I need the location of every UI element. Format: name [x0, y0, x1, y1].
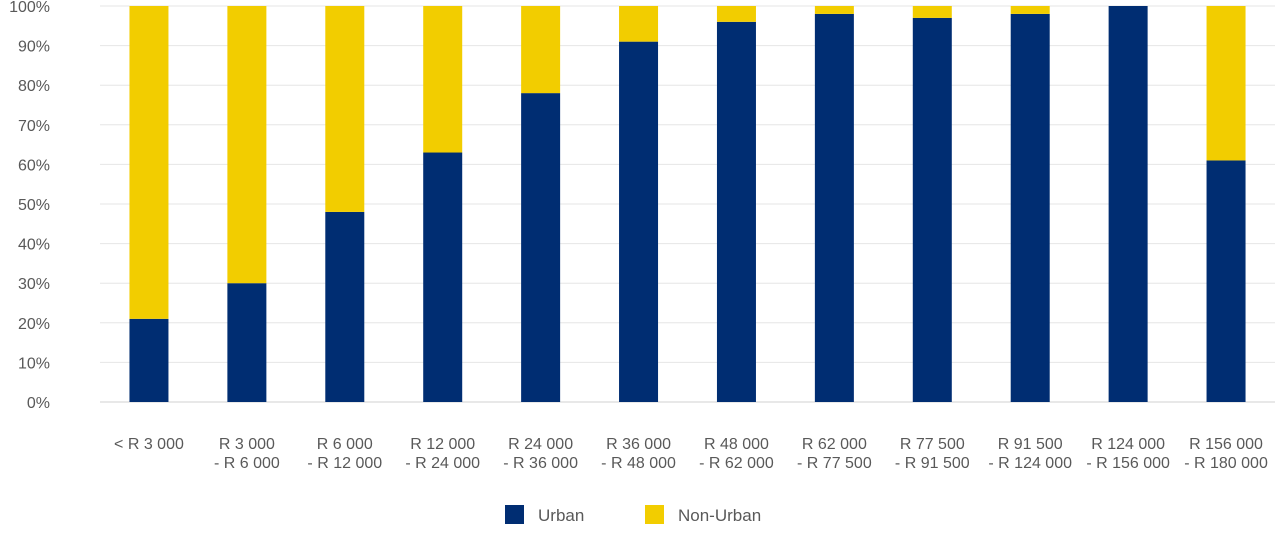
- bar-segment-non-urban: [1010, 6, 1050, 14]
- bar-segment-urban: [521, 93, 561, 403]
- x-tick-label-line: - R 24 000: [405, 455, 480, 472]
- x-tick-label-line: R 36 000: [606, 436, 671, 453]
- bar-segment-urban: [129, 318, 169, 402]
- x-tick-label: R 48 000 - R 62 000: [699, 436, 774, 472]
- bar-segment-non-urban: [912, 6, 952, 18]
- x-tick-label-line: - R 62 000: [699, 455, 774, 472]
- legend-label: Non-Urban: [678, 506, 761, 525]
- x-tick-label-line: - R 77 500: [797, 455, 872, 472]
- y-tick-label: 100%: [9, 0, 50, 16]
- y-tick-label: 60%: [18, 157, 50, 174]
- x-tick-label-line: R 62 000: [802, 436, 867, 453]
- gridlines: [100, 5, 1275, 403]
- legend: Urban Non-Urban: [505, 505, 761, 525]
- x-tick-label: R 91 500 - R 124 000: [988, 436, 1072, 472]
- y-axis-ticks: 0% 10% 20% 30% 40% 50% 60% 70% 80% 90% 100%: [9, 0, 50, 412]
- x-tick-label-line: R 156 000: [1189, 436, 1263, 453]
- x-tick-label-line: - R 156 000: [1086, 455, 1170, 472]
- bar-segment-urban: [1108, 6, 1148, 402]
- legend-label: Urban: [538, 506, 584, 525]
- x-tick-label-line: R 91 500: [998, 436, 1063, 453]
- bars: [129, 6, 1246, 403]
- y-tick-label: 80%: [18, 78, 50, 95]
- bar-segment-urban: [814, 13, 854, 402]
- bar-segment-urban: [1206, 160, 1246, 402]
- y-tick-label: 30%: [18, 276, 50, 293]
- x-tick-label-line: - R 36 000: [503, 455, 578, 472]
- x-tick-label: R 62 000 - R 77 500: [797, 436, 872, 472]
- bar-segment-urban: [423, 152, 463, 402]
- x-axis-labels: < R 3 000 R 3 000 - R 6 000 R 6 000 - R 12 0…: [114, 436, 1268, 472]
- bar-segment-urban: [325, 211, 365, 402]
- legend-swatch: [645, 505, 664, 524]
- bar-segment-non-urban: [521, 6, 561, 94]
- x-tick-label: R 3 000 - R 6 000: [214, 436, 280, 472]
- bar-segment-non-urban: [129, 6, 169, 319]
- bar-segment-non-urban: [1206, 6, 1246, 161]
- x-tick-label-line: - R 180 000: [1184, 455, 1268, 472]
- bar-segment-urban: [619, 41, 659, 402]
- x-tick-label: R 24 000 - R 36 000: [503, 436, 578, 472]
- bar-segment-non-urban: [814, 6, 854, 14]
- bar-segment-urban: [227, 283, 267, 402]
- x-tick-label-line: - R 12 000: [307, 455, 382, 472]
- y-tick-label: 0%: [27, 395, 50, 412]
- x-tick-label-line: R 12 000: [410, 436, 475, 453]
- bar-segment-non-urban: [227, 6, 267, 284]
- x-tick-label-line: R 24 000: [508, 436, 573, 453]
- bar-segment-urban: [716, 21, 756, 403]
- x-tick-label-line: - R 48 000: [601, 455, 676, 472]
- x-tick-label-line: R 6 000: [317, 436, 373, 453]
- x-tick-label: R 36 000 - R 48 000: [601, 436, 676, 472]
- bar-segment-non-urban: [423, 6, 463, 153]
- x-tick-label: R 6 000 - R 12 000: [307, 436, 382, 472]
- x-tick-label-line: - R 124 000: [988, 455, 1072, 472]
- bar-segment-non-urban: [325, 6, 365, 212]
- bar-segment-urban: [912, 17, 952, 402]
- x-tick-label: R 124 000 - R 156 000: [1086, 436, 1170, 472]
- x-tick-label-line: - R 6 000: [214, 455, 280, 472]
- bar-segment-non-urban: [716, 6, 756, 22]
- x-tick-label: R 77 500 - R 91 500: [895, 436, 970, 472]
- y-tick-label: 20%: [18, 316, 50, 333]
- bar-segment-urban: [1010, 13, 1050, 402]
- x-tick-label-line: R 48 000: [704, 436, 769, 453]
- x-tick-label-line: R 3 000: [219, 436, 275, 453]
- x-tick-label: R 156 000 - R 180 000: [1184, 436, 1268, 472]
- x-tick-label: < R 3 000: [114, 436, 184, 453]
- x-tick-label: R 12 000 - R 24 000: [405, 436, 480, 472]
- bar-segment-non-urban: [619, 6, 659, 42]
- x-tick-label-line: R 77 500: [900, 436, 965, 453]
- y-tick-label: 10%: [18, 355, 50, 372]
- x-tick-label-line: - R 91 500: [895, 455, 970, 472]
- legend-swatch: [505, 505, 524, 524]
- y-tick-label: 70%: [18, 118, 50, 135]
- x-tick-label-line: R 124 000: [1091, 436, 1165, 453]
- y-tick-label: 40%: [18, 237, 50, 254]
- y-tick-label: 50%: [18, 197, 50, 214]
- y-tick-label: 90%: [18, 39, 50, 56]
- x-tick-label-line: < R 3 000: [114, 436, 184, 453]
